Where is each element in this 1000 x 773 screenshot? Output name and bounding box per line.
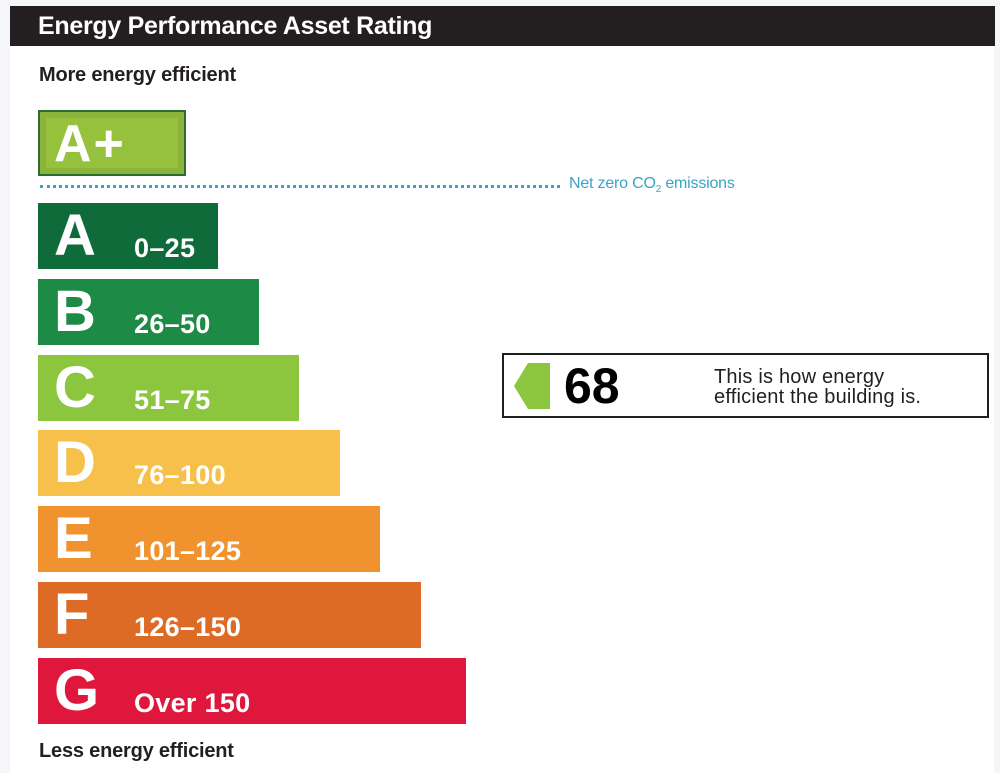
chart-title: Energy Performance Asset Rating (10, 6, 995, 46)
rating-description: This is how energy efficient the buildin… (714, 367, 921, 407)
rating-pointer: 68 This is how energy efficient the buil… (502, 353, 989, 418)
band-range: 0–25 (134, 233, 196, 263)
rating-description-line2: efficient the building is. (714, 386, 922, 408)
band-range: 26–50 (134, 309, 211, 339)
band-a-plus-letter: A+ (46, 118, 178, 170)
rating-value: 68 (564, 358, 620, 414)
band-range: 51–75 (134, 385, 211, 415)
band-g: G Over 150 (38, 658, 466, 724)
band-e: E 101–125 (38, 506, 380, 572)
less-efficient-label: Less energy efficient (39, 740, 234, 762)
band-range: 126–150 (134, 612, 242, 642)
band-range: 101–125 (134, 536, 242, 566)
rating-pointer-arrow (514, 363, 550, 409)
more-efficient-label: More energy efficient (39, 64, 236, 86)
band-a-plus: A+ (38, 110, 186, 176)
band-letter: G (54, 658, 100, 723)
band-letter: F (54, 582, 90, 647)
band-f: F 126–150 (38, 582, 421, 648)
band-a: A 0–25 (38, 203, 218, 269)
net-zero-line (40, 185, 560, 188)
band-range: 76–100 (134, 460, 226, 490)
net-zero-label: Net zero CO2 emissions (569, 175, 735, 195)
band-c: C 51–75 (38, 355, 299, 421)
band-range: Over 150 (134, 688, 251, 718)
band-letter: A (54, 203, 96, 268)
band-letter: D (54, 430, 96, 495)
net-zero-label-subscript: 2 (655, 184, 662, 196)
net-zero-label-prefix: Net zero CO (569, 175, 656, 192)
band-letter: C (54, 355, 96, 420)
net-zero-label-suffix: emissions (661, 175, 735, 192)
band-b: B 26–50 (38, 279, 259, 345)
band-letter: B (54, 279, 96, 344)
rating-description-line1: This is how energy (714, 366, 885, 388)
band-d: D 76–100 (38, 430, 340, 496)
band-letter: E (54, 506, 93, 571)
